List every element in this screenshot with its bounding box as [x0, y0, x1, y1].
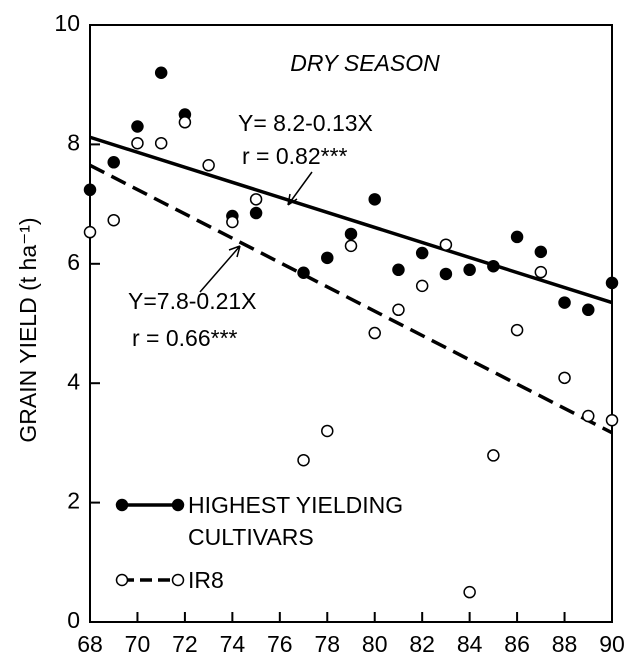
x-tick-label: 90: [599, 631, 625, 657]
y-tick-label: 10: [54, 10, 80, 36]
x-tick-label: 84: [457, 631, 483, 657]
legend-marker: [115, 573, 129, 587]
x-tick-label: 68: [77, 631, 103, 657]
x-tick-label: 74: [220, 631, 246, 657]
data-point: [439, 238, 453, 251]
legend-marker: [115, 498, 129, 512]
y-tick-label: 6: [67, 249, 80, 275]
fit-line: [89, 135, 613, 305]
x-tick-label: 72: [172, 631, 198, 657]
data-point: [487, 259, 500, 273]
data-point: [582, 409, 595, 423]
data-point: [344, 227, 358, 241]
data-point: [368, 193, 381, 206]
y-tick-label: 0: [67, 607, 80, 633]
x-tick-label: 88: [552, 631, 578, 657]
data-point: [83, 225, 97, 239]
data-point: [605, 413, 619, 427]
y-tick-label: 4: [67, 368, 80, 394]
data-point: [368, 326, 381, 340]
data-point: [321, 251, 334, 265]
data-point: [510, 230, 524, 244]
x-tick-label: 70: [125, 631, 151, 657]
data-point: [558, 371, 571, 385]
annotation: Y= 8.2-0.13X: [238, 110, 373, 136]
data-point: [131, 120, 144, 133]
data-point: [154, 66, 168, 80]
data-point: [154, 136, 168, 150]
y-axis-label: GRAIN YIELD (t ha⁻¹): [15, 217, 41, 442]
data-point: [249, 206, 263, 220]
y-tick-label: 2: [67, 488, 80, 514]
data-point: [107, 156, 120, 169]
data-point: [463, 585, 476, 599]
data-point: [463, 263, 476, 277]
x-tick-label: 86: [504, 631, 530, 657]
data-point: [202, 159, 215, 172]
data-point: [131, 136, 144, 150]
legend-label: HIGHEST YIELDING CULTIVARS: [188, 492, 404, 550]
data-point: [297, 453, 310, 467]
data-point: [107, 213, 120, 227]
data-point: [321, 424, 334, 438]
x-tick-label: 82: [409, 631, 435, 657]
data-point: [178, 116, 192, 129]
data-point: [487, 449, 500, 462]
annotation: Y=7.8-0.21X: [128, 288, 257, 314]
chart-title: DRY SEASON: [290, 50, 440, 76]
y-tick-label: 8: [67, 129, 80, 155]
data-point: [415, 246, 429, 260]
data-point: [249, 193, 263, 206]
data-point: [510, 323, 524, 337]
x-tick-label: 76: [267, 631, 293, 657]
legend-marker: [171, 498, 185, 512]
data-point: [582, 303, 595, 317]
annotation: r = 0.82***: [242, 143, 348, 169]
annotation: r = 0.66***: [132, 325, 238, 351]
data-point: [415, 279, 429, 293]
data-point: [605, 276, 619, 290]
fit-line: [89, 163, 613, 435]
data-point: [83, 183, 97, 197]
data-point: [392, 263, 405, 277]
arrow: [199, 245, 241, 293]
x-tick-label: 78: [314, 631, 340, 657]
plot-frame: [89, 24, 613, 623]
data-point: [534, 245, 548, 259]
legend-marker: [171, 573, 185, 587]
data-point: [558, 296, 571, 309]
data-point: [344, 239, 358, 253]
data-point: [534, 265, 548, 279]
data-point: [392, 303, 405, 317]
legend-label: IR8: [188, 567, 224, 593]
x-tick-label: 80: [362, 631, 388, 657]
data-point: [439, 267, 453, 281]
data-point: [226, 215, 239, 229]
